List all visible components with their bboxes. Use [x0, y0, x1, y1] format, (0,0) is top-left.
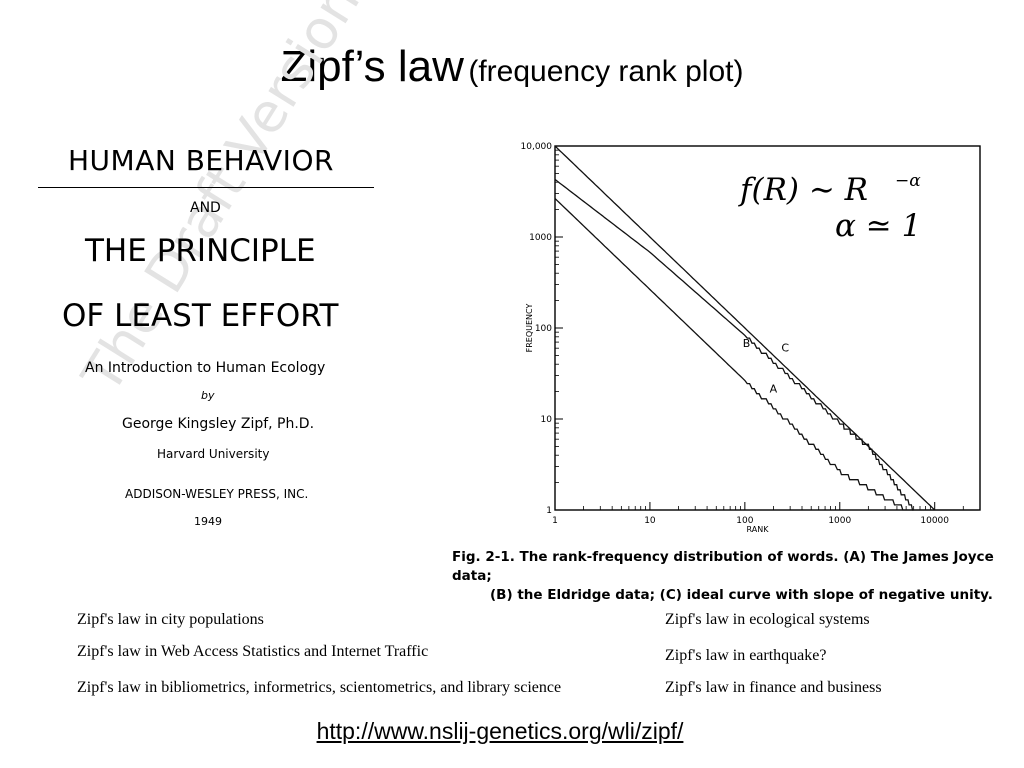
slide-title: Zipf’s law (frequency rank plot)	[0, 42, 1024, 92]
x-tick-label: 1000	[828, 516, 851, 526]
formula-power-law: f(R) ∼ R	[738, 172, 868, 208]
x-tick-label: 10	[644, 516, 656, 526]
book-title-line-1: HUMAN BEHAVIOR	[68, 144, 334, 177]
series-label-c: C	[781, 341, 789, 354]
x-tick-label: 100	[736, 516, 753, 526]
book-title-line-2: THE PRINCIPLE	[85, 233, 316, 269]
note-web-access: Zipf's law in Web Access Statistics and …	[77, 643, 429, 660]
book-affiliation: Harvard University	[157, 447, 270, 461]
formula-alpha: α ≃ 1	[835, 208, 921, 244]
formula-exponent: −α	[895, 171, 921, 191]
reference-link[interactable]: http://www.nslij-genetics.org/wli/zipf/	[316, 718, 684, 744]
slide-title-subtitle: (frequency rank plot)	[468, 55, 744, 88]
figure-caption-line-1: Fig. 2-1. The rank-frequency distributio…	[452, 549, 994, 584]
book-title-and: AND	[190, 200, 221, 216]
note-earthquake: Zipf's law in earthquake?	[665, 647, 827, 664]
y-tick-label: 10,000	[521, 142, 553, 152]
note-city-populations: Zipf's law in city populations	[77, 611, 264, 628]
book-subtitle: An Introduction to Human Ecology	[85, 360, 326, 376]
note-finance: Zipf's law in finance and business	[665, 679, 882, 696]
book-by: by	[201, 389, 215, 402]
rank-frequency-chart-svg: 1 10 100 1000 10000 1 10 100 1000 10,000 RANK FREQU…	[521, 142, 981, 534]
book-cover-image: The Draft Version HUMAN BEHAVIOR AND THE…	[30, 0, 390, 540]
y-axis-label: FREQUENCY	[525, 304, 534, 353]
series-label-b: B	[743, 337, 751, 350]
x-tick-label: 1	[552, 516, 558, 526]
book-publisher: ADDISON-WESLEY PRESS, INC.	[125, 487, 309, 501]
series-line-b	[554, 178, 914, 511]
x-axis-label: RANK	[747, 525, 770, 534]
y-tick-label: 100	[535, 324, 552, 334]
figure-caption: Fig. 2-1. The rank-frequency distributio…	[452, 548, 1012, 605]
book-title-line-3: OF LEAST EFFORT	[62, 298, 339, 334]
note-bibliometrics: Zipf's law in bibliometrics, informetric…	[77, 679, 562, 696]
y-tick-label: 10	[541, 415, 553, 425]
figure-caption-line-2: (B) the Eldridge data; (C) ideal curve w…	[490, 587, 993, 603]
book-author: George Kingsley Zipf, Ph.D.	[122, 416, 315, 432]
slide-title-main: Zipf’s law	[280, 42, 464, 91]
series-label-a: A	[770, 383, 778, 396]
rank-frequency-chart: 1 10 100 1000 10000 1 10 100 1000 10,000 RANK FREQU…	[510, 138, 1010, 538]
y-tick-label: 1000	[529, 233, 552, 243]
x-tick-label: 10000	[920, 516, 949, 526]
note-ecological-systems: Zipf's law in ecological systems	[665, 611, 870, 628]
y-tick-label: 1	[546, 506, 552, 516]
book-year: 1949	[194, 515, 222, 528]
book-title-divider	[38, 187, 374, 188]
reference-link-container: http://www.nslij-genetics.org/wli/zipf/	[0, 718, 1000, 745]
